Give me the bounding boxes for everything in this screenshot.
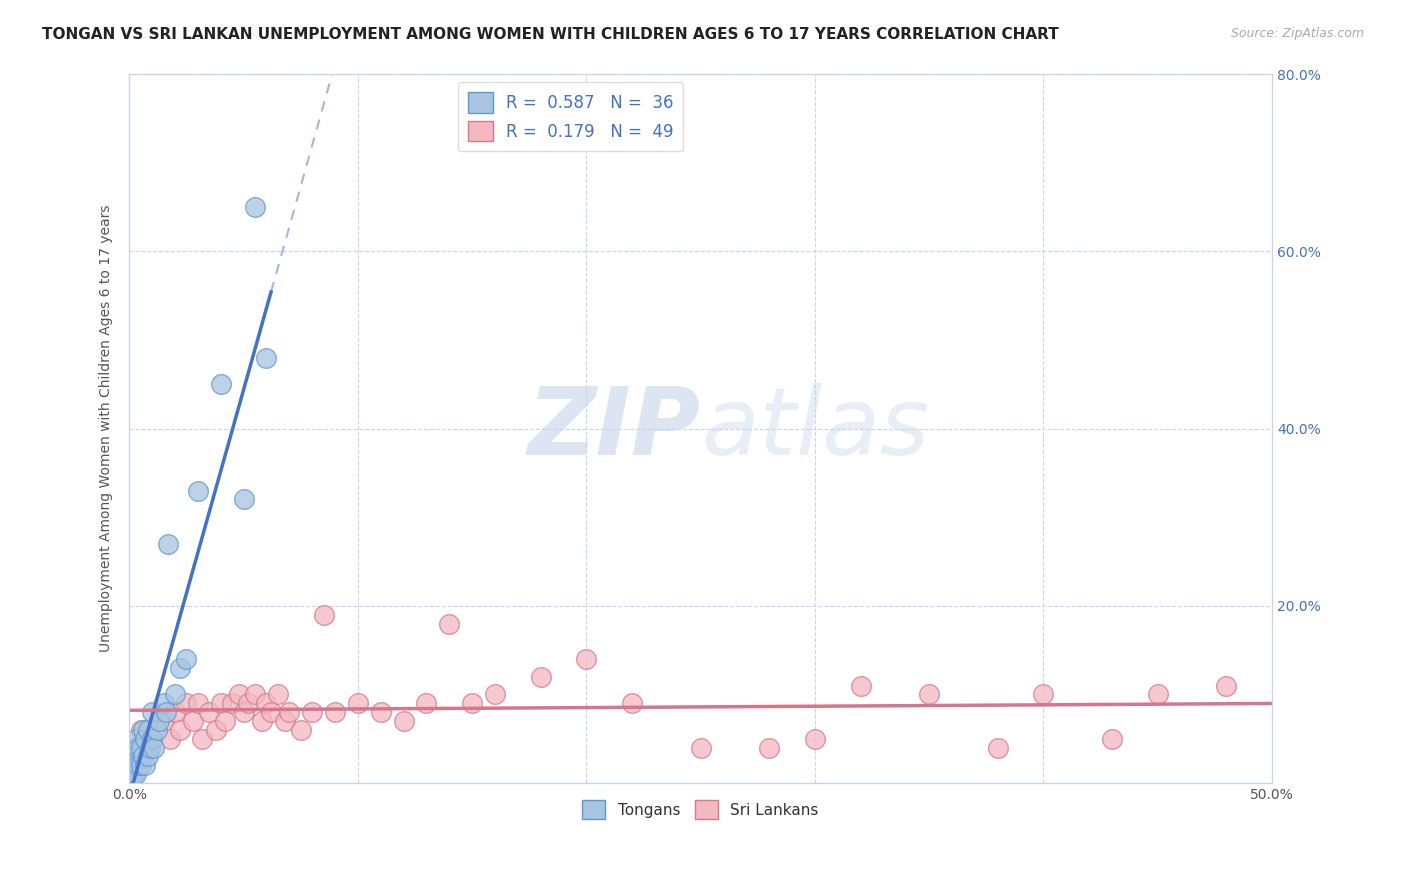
Text: TONGAN VS SRI LANKAN UNEMPLOYMENT AMONG WOMEN WITH CHILDREN AGES 6 TO 17 YEARS C: TONGAN VS SRI LANKAN UNEMPLOYMENT AMONG … — [42, 27, 1059, 42]
Point — [689, 740, 711, 755]
Point — [392, 714, 415, 728]
Point — [125, 749, 148, 764]
Point — [232, 705, 254, 719]
Point — [243, 687, 266, 701]
Point — [238, 696, 260, 710]
Point — [129, 758, 152, 772]
Text: Source: ZipAtlas.com: Source: ZipAtlas.com — [1230, 27, 1364, 40]
Point — [267, 687, 290, 701]
Point — [1215, 679, 1237, 693]
Point — [209, 377, 232, 392]
Point — [122, 767, 145, 781]
Point — [256, 696, 278, 710]
Point — [136, 749, 159, 764]
Point — [191, 731, 214, 746]
Point — [141, 731, 163, 746]
Point — [122, 758, 145, 772]
Point — [461, 696, 484, 710]
Point — [136, 723, 159, 737]
Point — [232, 492, 254, 507]
Point — [274, 714, 297, 728]
Point — [250, 714, 273, 728]
Legend: Tongans, Sri Lankans: Tongans, Sri Lankans — [576, 794, 825, 825]
Point — [134, 758, 156, 772]
Point — [122, 740, 145, 755]
Text: ZIP: ZIP — [527, 383, 700, 475]
Point — [141, 705, 163, 719]
Point — [205, 723, 228, 737]
Point — [1032, 687, 1054, 701]
Point — [187, 696, 209, 710]
Point — [155, 705, 177, 719]
Point — [127, 740, 149, 755]
Point — [152, 714, 174, 728]
Point — [758, 740, 780, 755]
Point — [132, 723, 155, 737]
Point — [141, 731, 163, 746]
Point — [301, 705, 323, 719]
Point — [415, 696, 437, 710]
Point — [139, 740, 162, 755]
Point — [132, 749, 155, 764]
Point — [987, 740, 1010, 755]
Point — [484, 687, 506, 701]
Point — [157, 537, 180, 551]
Point — [849, 679, 872, 693]
Y-axis label: Unemployment Among Women with Children Ages 6 to 17 years: Unemployment Among Women with Children A… — [100, 205, 114, 652]
Point — [176, 652, 198, 666]
Point — [347, 696, 370, 710]
Point — [143, 740, 166, 755]
Point — [918, 687, 941, 701]
Point — [121, 758, 143, 772]
Point — [260, 705, 283, 719]
Point — [148, 714, 170, 728]
Point — [145, 723, 167, 737]
Point — [198, 705, 221, 719]
Point — [176, 696, 198, 710]
Point — [1146, 687, 1168, 701]
Point — [129, 740, 152, 755]
Point — [169, 661, 191, 675]
Point — [370, 705, 392, 719]
Point — [129, 723, 152, 737]
Point — [163, 705, 186, 719]
Point — [125, 731, 148, 746]
Point — [163, 687, 186, 701]
Point — [127, 758, 149, 772]
Point — [181, 714, 204, 728]
Point — [134, 731, 156, 746]
Point — [278, 705, 301, 719]
Point — [221, 696, 243, 710]
Point — [312, 607, 335, 622]
Point — [256, 351, 278, 365]
Point — [530, 670, 553, 684]
Point — [575, 652, 598, 666]
Point — [159, 731, 181, 746]
Point — [243, 200, 266, 214]
Point — [804, 731, 827, 746]
Point — [121, 767, 143, 781]
Point — [439, 616, 461, 631]
Point — [187, 483, 209, 498]
Point — [152, 696, 174, 710]
Point — [323, 705, 346, 719]
Point — [1101, 731, 1123, 746]
Point — [621, 696, 644, 710]
Point — [125, 767, 148, 781]
Point — [121, 749, 143, 764]
Point — [209, 696, 232, 710]
Point — [214, 714, 236, 728]
Point — [228, 687, 250, 701]
Point — [290, 723, 312, 737]
Point — [169, 723, 191, 737]
Text: atlas: atlas — [700, 383, 929, 474]
